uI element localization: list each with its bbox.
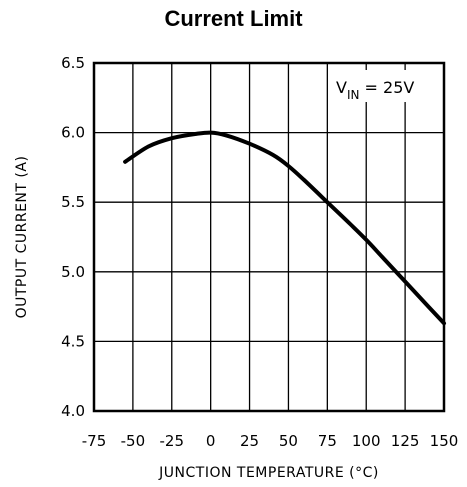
x-tick-label: 100: [352, 432, 381, 450]
plot-frame: [92, 61, 446, 413]
y-tick-label: 4.0: [61, 402, 85, 420]
y-tick-labels: 4.0 4.5 5.0 5.5 6.0 6.5: [61, 54, 85, 420]
y-tick-label: 6.0: [61, 124, 85, 142]
x-axis-title: JUNCTION TEMPERATURE (°C): [158, 465, 379, 481]
annotation-rest: = 25V: [359, 78, 414, 97]
y-tick-label: 5.5: [61, 193, 85, 211]
y-tick-label: 5.0: [61, 263, 85, 281]
annotation-main: V: [336, 78, 347, 97]
annotation-sub: IN: [347, 88, 360, 102]
y-tick-label: 4.5: [61, 332, 85, 350]
annotation-text: VIN = 25V: [336, 78, 414, 102]
series-line: [123, 130, 446, 326]
x-tick-labels: -75 -50 -25 0 25 50 75 100 125 150: [82, 432, 459, 450]
annotation-background: [328, 70, 438, 102]
x-tick-label: -25: [160, 432, 185, 450]
chart-title: Current Limit: [164, 6, 303, 31]
y-axis-title: OUTPUT CURRENT (A): [14, 156, 30, 319]
x-tick-label: 125: [391, 432, 420, 450]
x-tick-label: 0: [206, 432, 216, 450]
x-tick-label: 50: [279, 432, 298, 450]
vin-annotation: VIN = 25V: [328, 70, 438, 102]
grid: [94, 63, 444, 411]
x-tick-label: -50: [121, 432, 146, 450]
x-tick-label: -75: [82, 432, 107, 450]
y-tick-label: 6.5: [61, 54, 85, 72]
x-tick-label: 25: [240, 432, 259, 450]
x-tick-label: 75: [318, 432, 337, 450]
x-tick-label: 150: [430, 432, 459, 450]
